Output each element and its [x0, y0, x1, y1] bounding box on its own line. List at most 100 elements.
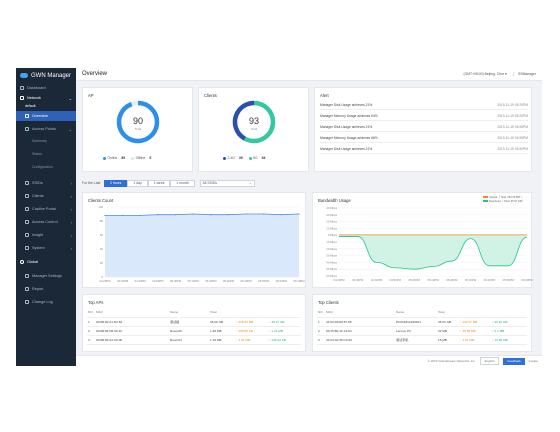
- download-legend: Download（ Total: 35.97 GB ）: [482, 199, 525, 204]
- table-row[interactable]: 3 44:94:A0:35:C0:40 测试手机 15 MB ↑ 1.01 MB ↓ 13…: [317, 335, 527, 345]
- language-select[interactable]: English: [479, 357, 500, 365]
- sidebar-network-select[interactable]: Network ⌄: [16, 94, 76, 102]
- cookie-link[interactable]: Cookie: [528, 359, 538, 363]
- time-filter-bar: For the Last: 2 hours 1 day 1 week 1 mon…: [82, 179, 255, 187]
- row-total: 42 MB: [437, 326, 459, 336]
- alert-card: Alert Manager Disk Usage achieves 21% 201…: [314, 87, 532, 172]
- clients-count-line: [105, 213, 300, 216]
- chevron-down-icon: ▾: [505, 72, 507, 76]
- y-tick-label: 60 Mbps: [326, 274, 337, 278]
- clients-total-value: 93: [249, 116, 259, 126]
- y-tick-label: 40 Mbps: [326, 260, 337, 264]
- settings-icon: [25, 274, 29, 278]
- user-menu[interactable]: GSManager: [512, 72, 536, 76]
- sidebar-item-change-log[interactable]: Change Log: [16, 297, 76, 307]
- clients-count-point: [298, 213, 300, 215]
- top-aps-table: NO. MAC Name Total 1 00:0B:82:A1:D2:84 测试组…: [87, 308, 301, 345]
- clients-count-point: [210, 214, 212, 216]
- row-down: ↓ 13.99 MB: [491, 335, 527, 345]
- x-tick-label: 05:20PM: [446, 278, 458, 282]
- col-down: [268, 308, 301, 318]
- filter-1-week-button[interactable]: 1 week: [147, 179, 171, 187]
- y-tick-label: 80: [100, 219, 104, 223]
- sidebar-item-system[interactable]: System ›: [16, 243, 76, 253]
- alert-row[interactable]: Manager Memory Usage achieves 64% 2019-11…: [320, 112, 528, 121]
- clients-count-point: [104, 214, 106, 216]
- row-up: ↑ 1.01 MB: [459, 335, 491, 345]
- sidebar-item-report[interactable]: Report: [16, 284, 76, 294]
- row-mac: 44:94:D9:89:57:08: [325, 317, 395, 327]
- table-row[interactable]: 1 00:0B:82:A1:D2:84 测试组 35.69 GB ↑ 228.34 MB…: [87, 317, 301, 327]
- ap-card: AP 90 Total Online 85 Offline 5: [82, 87, 193, 172]
- row-no: 3: [87, 335, 95, 345]
- x-tick-label: 06:10PM: [293, 279, 305, 283]
- x-tick-label: 05:00PM: [409, 278, 421, 282]
- y-tick-label: 0: [101, 275, 103, 279]
- filter-1-month-button[interactable]: 1 month: [170, 179, 195, 187]
- sidebar-item-manager-settings[interactable]: Manager Settings: [16, 271, 76, 281]
- copyright-text: © 2019 Grandstream Networks, Inc.: [427, 359, 476, 363]
- alert-row[interactable]: Manager Disk Usage achieves 21% 2019-11-1…: [320, 101, 528, 110]
- row-down: ↓ 35.46 GB: [491, 317, 527, 327]
- clients-count-point: [227, 214, 230, 216]
- sidebar-item-overview[interactable]: Overview: [16, 111, 76, 121]
- 24g-dot-icon: [223, 156, 226, 160]
- sidebar-item-ssids[interactable]: SSIDs ›: [16, 178, 76, 188]
- x-tick-label: 05:30PM: [223, 279, 235, 283]
- sidebar-item-clients[interactable]: Clients ›: [16, 191, 76, 201]
- app-logo: GWN Manager: [16, 68, 76, 83]
- sidebar-item-global[interactable]: Global: [16, 257, 76, 267]
- log-icon: [25, 300, 29, 304]
- table-row[interactable]: 2 00:0B:82:FB:93:4C Room06 1.48 MB ↑ 265.58 …: [87, 326, 301, 336]
- download-swatch-icon: [482, 199, 488, 202]
- table-row[interactable]: 3 00:0B:82:A4:2D:00 Room04 1.19 MB ↑ 1.02 MB…: [87, 335, 301, 345]
- sidebar-item-captive-portal[interactable]: Captive Portal ›: [16, 204, 76, 214]
- sidebar-item-access-points[interactable]: Access Points ⌄: [16, 124, 76, 134]
- page-title: Overview: [82, 71, 108, 77]
- ap-legend: Online 85 Offline 5: [103, 156, 151, 160]
- feedback-button[interactable]: Feedback: [503, 357, 525, 365]
- network-value[interactable]: default: [25, 103, 36, 108]
- col-name: Name: [169, 308, 209, 318]
- clients-count-point: [174, 214, 177, 216]
- clients-count-point: [192, 213, 194, 215]
- footer: © 2019 Grandstream Networks, Inc. Englis…: [76, 355, 542, 366]
- online-dot-icon: [103, 156, 106, 160]
- network-icon: [20, 96, 24, 100]
- sidebar-item-status[interactable]: Status: [32, 152, 42, 156]
- timezone-select[interactable]: (GMT+08:00) Beijing, Chor ▾: [463, 72, 507, 76]
- insight-icon: [25, 233, 29, 237]
- sidebar-item-dashboard[interactable]: Dashboard: [16, 83, 76, 93]
- row-up: ↑ 35.89 MB: [459, 326, 491, 336]
- clients-count-area: [105, 214, 299, 277]
- row-no: 1: [87, 317, 95, 327]
- col-up: [459, 308, 491, 318]
- row-down: ↓ 195.22 KB: [268, 335, 301, 345]
- alert-row[interactable]: Manager Disk Usage achieves 21% 2019-11-1…: [320, 123, 528, 132]
- ssid-select[interactable]: All SSIDs ⌄: [199, 179, 255, 187]
- sidebar-item-configuration[interactable]: Configuration: [32, 165, 53, 169]
- filter-1-day-button[interactable]: 1 day: [127, 179, 148, 187]
- row-no: 2: [317, 326, 325, 336]
- y-tick-label: 0 Mbps: [328, 233, 338, 237]
- filter-2-hours-button[interactable]: 2 hours: [104, 179, 128, 187]
- sidebar-item-access-control[interactable]: Access Control ›: [16, 217, 76, 227]
- chevron-down-icon: ⌄: [248, 181, 252, 185]
- clients-count-point: [157, 214, 159, 216]
- table-row[interactable]: 2 00:15:BF:1F:16:93 Lenovo PC 42 MB ↑ 35.89 …: [317, 326, 527, 336]
- alert-row[interactable]: Manager Memory Usage achieves 66% 2019-11…: [320, 134, 528, 143]
- sidebar-item-summary[interactable]: Summary: [32, 139, 47, 143]
- row-mac: 00:0B:82:FB:93:4C: [95, 326, 169, 336]
- sidebar-item-insight[interactable]: Insight ›: [16, 230, 76, 240]
- ap-online-legend: Online 85: [103, 156, 125, 160]
- clients-count-point: [245, 213, 247, 215]
- chevron-right-icon: ›: [70, 232, 72, 238]
- col-mac: MAC: [95, 308, 169, 318]
- ap-offline-legend: Offline 5: [131, 156, 151, 160]
- table-row[interactable]: 1 44:94:D9:89:57:08 PC201812180941 35.64 GB…: [317, 317, 527, 327]
- y-tick-label: 60: [100, 233, 104, 237]
- clients-donut-24g-arc: [232, 100, 276, 144]
- y-tick-label: 10 Mbps: [326, 226, 337, 230]
- ap-total-label: Total: [135, 127, 142, 131]
- alert-row[interactable]: Manager Disk Usage achieves 21% 2019-11-1…: [320, 145, 528, 154]
